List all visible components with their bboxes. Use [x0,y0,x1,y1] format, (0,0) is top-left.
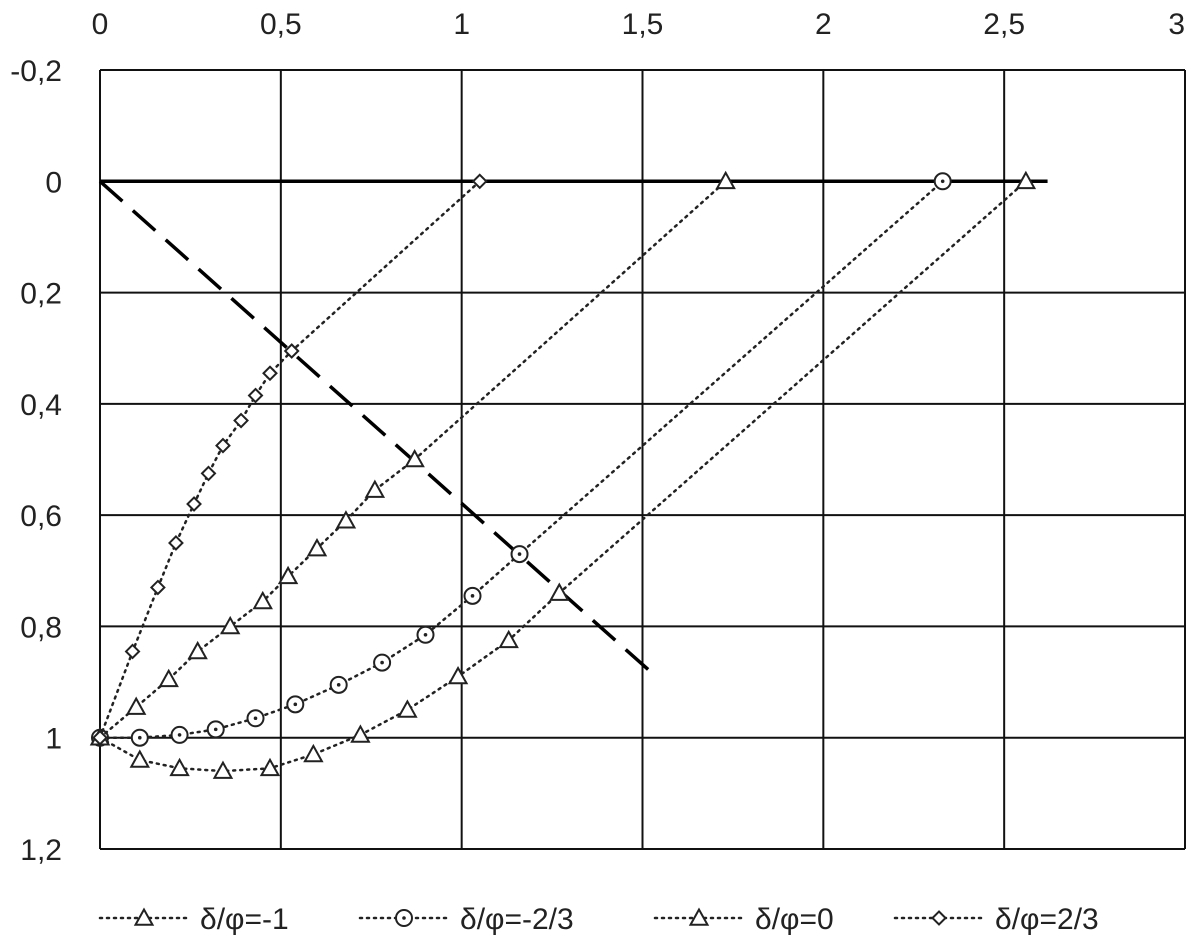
diamond-marker [233,412,249,429]
data-series [89,170,1037,779]
series-line [98,180,944,739]
x-tick-label: 0,5 [260,8,302,41]
triangle-marker [335,510,357,529]
triangle-marker [277,565,299,585]
legend-label: δ/φ=-1 [200,903,289,936]
circle-marker-dot [253,716,258,721]
diamond-marker [200,465,217,482]
series-0 [89,170,1037,779]
diamond-marker [247,387,264,404]
y-tick-label: 0 [45,166,62,199]
circle-marker-dot [470,594,475,598]
diamond-marker [168,535,184,551]
circle-marker-dot [213,727,218,732]
diamond-marker [215,437,231,454]
circle-marker-dot [177,733,182,737]
y-tick-label: 1 [45,723,62,756]
legend-label: δ/φ=2/3 [995,903,1099,936]
diamond-marker [283,343,300,359]
triangle-marker [549,582,570,601]
triangle-marker [306,537,328,557]
x-tick-label: 0 [92,8,109,41]
y-tick-label: -0,2 [10,55,62,88]
y-tick-labels: -0,2 0 0,2 0,4 0,6 0,8 1 1,2 [10,55,62,867]
diamond-marker [92,729,108,746]
y-tick-label: 0,4 [20,389,62,422]
x-tick-label: 1,5 [622,8,664,41]
x-tick-label: 1 [453,8,470,41]
triangle-marker [133,907,155,926]
triangle-marker [187,640,208,660]
diamond-marker [471,173,488,190]
series-line [98,180,482,739]
triangle-marker [220,615,241,635]
circle-marker-dot [517,552,522,556]
triangle-marker [404,448,425,468]
circle-marker-dot [380,660,384,665]
triangle-marker [397,699,418,718]
triangle-marker [212,760,234,779]
diamond-marker [931,910,947,926]
legend-entry: δ/φ=2/3 [893,903,1099,936]
triangle-marker [252,590,273,610]
y-tick-label: 0,6 [20,500,62,533]
legend: δ/φ=-1 δ/φ=-2/3 δ/φ=0 δ/φ=2/3 [98,903,1099,936]
legend-entry: δ/φ=0 [653,903,834,936]
series-line [98,180,1028,773]
series-3 [92,173,488,746]
diamond-marker [149,579,166,596]
diamond-marker [124,643,141,660]
triangle-marker [169,757,190,777]
triangle-marker [303,743,324,763]
dashed-reference-line [98,179,651,673]
circle-marker-dot [402,916,406,920]
triangle-marker [125,696,147,715]
triangle-marker [158,668,179,688]
circle-marker-dot [336,683,341,687]
diamond-marker [186,496,202,512]
triangle-marker [1015,170,1037,190]
triangle-marker [350,724,371,743]
triangle-marker [688,907,710,926]
x-tick-label: 3 [1168,8,1185,41]
dashed-line [98,179,651,673]
y-tick-label: 0,8 [20,611,62,644]
y-tick-label: 0,2 [20,278,62,311]
triangle-marker [447,665,469,685]
circle-marker-dot [293,702,298,707]
legend-label: δ/φ=-2/3 [460,903,574,936]
legend-entry: δ/φ=-2/3 [358,903,574,936]
x-tick-labels: 0 0,5 1 1,5 2 2,5 3 [92,8,1185,41]
x-tick-label: 2 [815,8,832,41]
diamond-marker [262,365,278,382]
x-tick-label: 2,5 [983,8,1025,41]
triangle-marker [498,629,519,649]
y-tick-label: 1,2 [20,834,62,867]
circle-marker-dot [940,179,945,184]
legend-entry: δ/φ=-1 [98,903,289,936]
triangle-marker [129,749,150,768]
series-1 [91,172,952,747]
triangle-marker [364,479,386,498]
circle-marker-dot [423,632,428,637]
circle-marker-dot [137,735,142,740]
legend-label: δ/φ=0 [755,903,834,936]
triangle-marker [259,757,281,777]
triangle-marker [715,170,736,190]
